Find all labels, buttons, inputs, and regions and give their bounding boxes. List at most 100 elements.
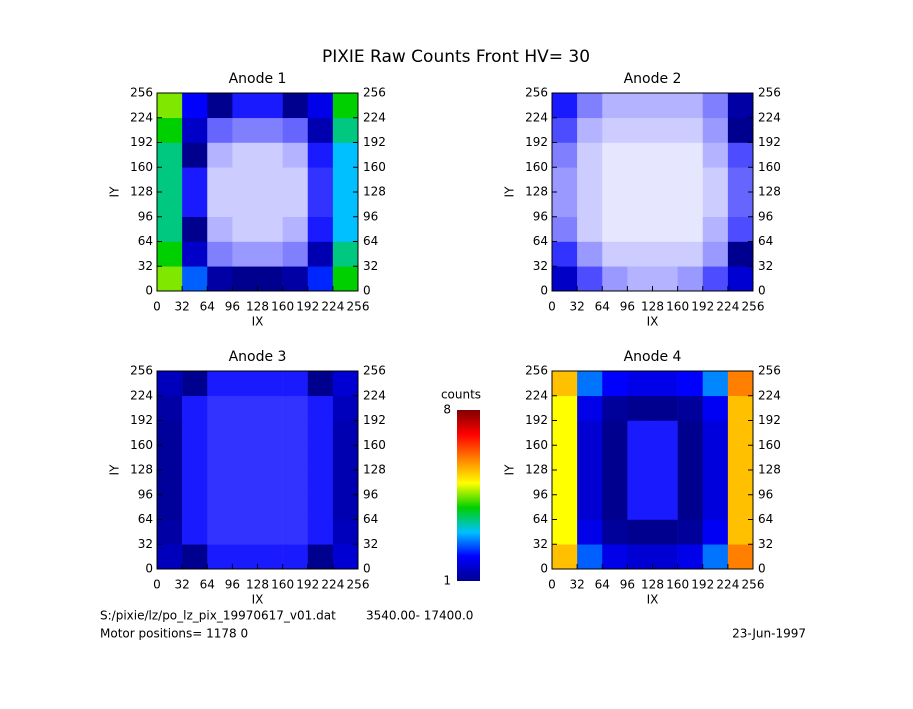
heatmap-cell xyxy=(182,420,208,446)
heatmap-cell xyxy=(627,266,653,292)
heatmap-cell xyxy=(157,266,183,292)
heatmap-cell xyxy=(602,241,628,267)
heatmap-cell xyxy=(232,142,258,168)
heatmap-cell xyxy=(652,395,678,421)
x-tick-label: 192 xyxy=(296,300,319,314)
y-tick-label-right: 64 xyxy=(758,512,773,526)
y-tick-label: 224 xyxy=(130,110,153,124)
heatmap-cell xyxy=(307,216,334,242)
heatmap-cell xyxy=(652,216,678,242)
heatmap-cell xyxy=(282,192,309,218)
x-tick-label: 128 xyxy=(246,578,269,592)
heatmap-cell xyxy=(602,395,628,421)
heatmap-cell xyxy=(727,494,754,520)
heatmap-cell xyxy=(727,420,754,446)
y-tick-label: 64 xyxy=(533,512,548,526)
y-tick-label-right: 160 xyxy=(758,438,781,452)
heatmap-cell xyxy=(157,117,183,143)
heatmap-cell xyxy=(307,420,334,446)
y-tick-label-right: 128 xyxy=(758,185,781,199)
heatmap-cell xyxy=(282,544,309,570)
heatmap-cell xyxy=(157,519,183,545)
heatmap-cell xyxy=(627,544,653,570)
heatmap-cell xyxy=(677,544,704,570)
x-tick-label: 64 xyxy=(200,578,215,592)
heatmap-cell xyxy=(182,93,208,119)
y-tick-label-right: 160 xyxy=(758,160,781,174)
heatmap-cell xyxy=(602,142,628,168)
colorbar-tick-label: 8 xyxy=(443,403,451,417)
heatmap-cell xyxy=(552,216,578,242)
heatmap-cell xyxy=(677,494,704,520)
x-tick-label: 224 xyxy=(716,300,739,314)
heatmap-cell xyxy=(577,395,603,421)
heatmap-cell xyxy=(727,445,754,471)
heatmap-cell xyxy=(232,241,258,267)
heatmap-cell xyxy=(552,420,578,446)
heatmap-cell xyxy=(627,117,653,143)
footer-file: S:/pixie/lz/po_lz_pix_19970617_v01.dat xyxy=(100,609,336,623)
y-tick-label: 32 xyxy=(138,537,153,551)
heatmap-cell xyxy=(232,519,258,545)
x-tick-label: 256 xyxy=(347,300,370,314)
heatmap-cell xyxy=(257,117,283,143)
heatmap-cell xyxy=(627,470,653,496)
y-tick-label: 32 xyxy=(533,259,548,273)
y-tick-label: 192 xyxy=(525,413,548,427)
heatmap-cell xyxy=(677,470,704,496)
heatmap-cell xyxy=(207,216,233,242)
heatmap-cell xyxy=(157,470,183,496)
y-tick-label: 224 xyxy=(130,388,153,402)
heatmap-cell xyxy=(702,241,729,267)
y-tick-label-right: 0 xyxy=(758,562,766,576)
y-tick-label: 256 xyxy=(130,86,153,100)
y-tick-label-right: 256 xyxy=(758,364,781,378)
y-tick-label: 160 xyxy=(525,160,548,174)
heatmap-cell xyxy=(282,445,309,471)
x-axis-label: IX xyxy=(647,593,659,607)
heatmap-cell xyxy=(282,142,309,168)
y-tick-label-right: 224 xyxy=(363,110,386,124)
heatmap-cell xyxy=(307,266,334,292)
heatmap-cell xyxy=(282,266,309,292)
heatmap-cell xyxy=(652,519,678,545)
y-tick-label: 96 xyxy=(533,487,548,501)
x-tick-label: 96 xyxy=(620,300,635,314)
x-tick-label: 96 xyxy=(225,300,240,314)
x-tick-label: 32 xyxy=(174,578,189,592)
panel-title: Anode 3 xyxy=(229,349,287,365)
heatmap-cell xyxy=(552,371,578,397)
y-tick-label-right: 192 xyxy=(363,413,386,427)
heatmap-cell xyxy=(332,216,359,242)
heatmap-cell xyxy=(727,470,754,496)
y-axis-label: IY xyxy=(108,186,122,198)
heatmap-cell xyxy=(207,167,233,193)
heatmap-cell xyxy=(577,192,603,218)
heatmap-cell xyxy=(207,445,233,471)
heatmap-cell xyxy=(652,420,678,446)
y-tick-label-right: 32 xyxy=(758,259,773,273)
heatmap-cell xyxy=(552,395,578,421)
heatmap-cell xyxy=(652,470,678,496)
heatmap-cell xyxy=(602,519,628,545)
heatmap-cell xyxy=(157,192,183,218)
heatmap-cell xyxy=(332,470,359,496)
heatmap-cell xyxy=(627,142,653,168)
heatmap-cell xyxy=(627,241,653,267)
heatmap-cell xyxy=(677,445,704,471)
heatmap-cell xyxy=(157,544,183,570)
x-tick-label: 160 xyxy=(271,578,294,592)
heatmap-cell xyxy=(332,117,359,143)
x-axis-label: IX xyxy=(252,315,264,329)
heatmap-cell xyxy=(677,371,704,397)
x-tick-label: 96 xyxy=(225,578,240,592)
y-tick-label-right: 32 xyxy=(758,537,773,551)
heatmap-cell xyxy=(627,420,653,446)
y-tick-label-right: 192 xyxy=(363,135,386,149)
y-axis-label: IY xyxy=(503,464,517,476)
heatmap-cell xyxy=(332,241,359,267)
y-tick-label: 128 xyxy=(525,185,548,199)
heatmap-cell xyxy=(307,241,334,267)
x-tick-label: 0 xyxy=(548,300,556,314)
heatmap-cell xyxy=(207,93,233,119)
